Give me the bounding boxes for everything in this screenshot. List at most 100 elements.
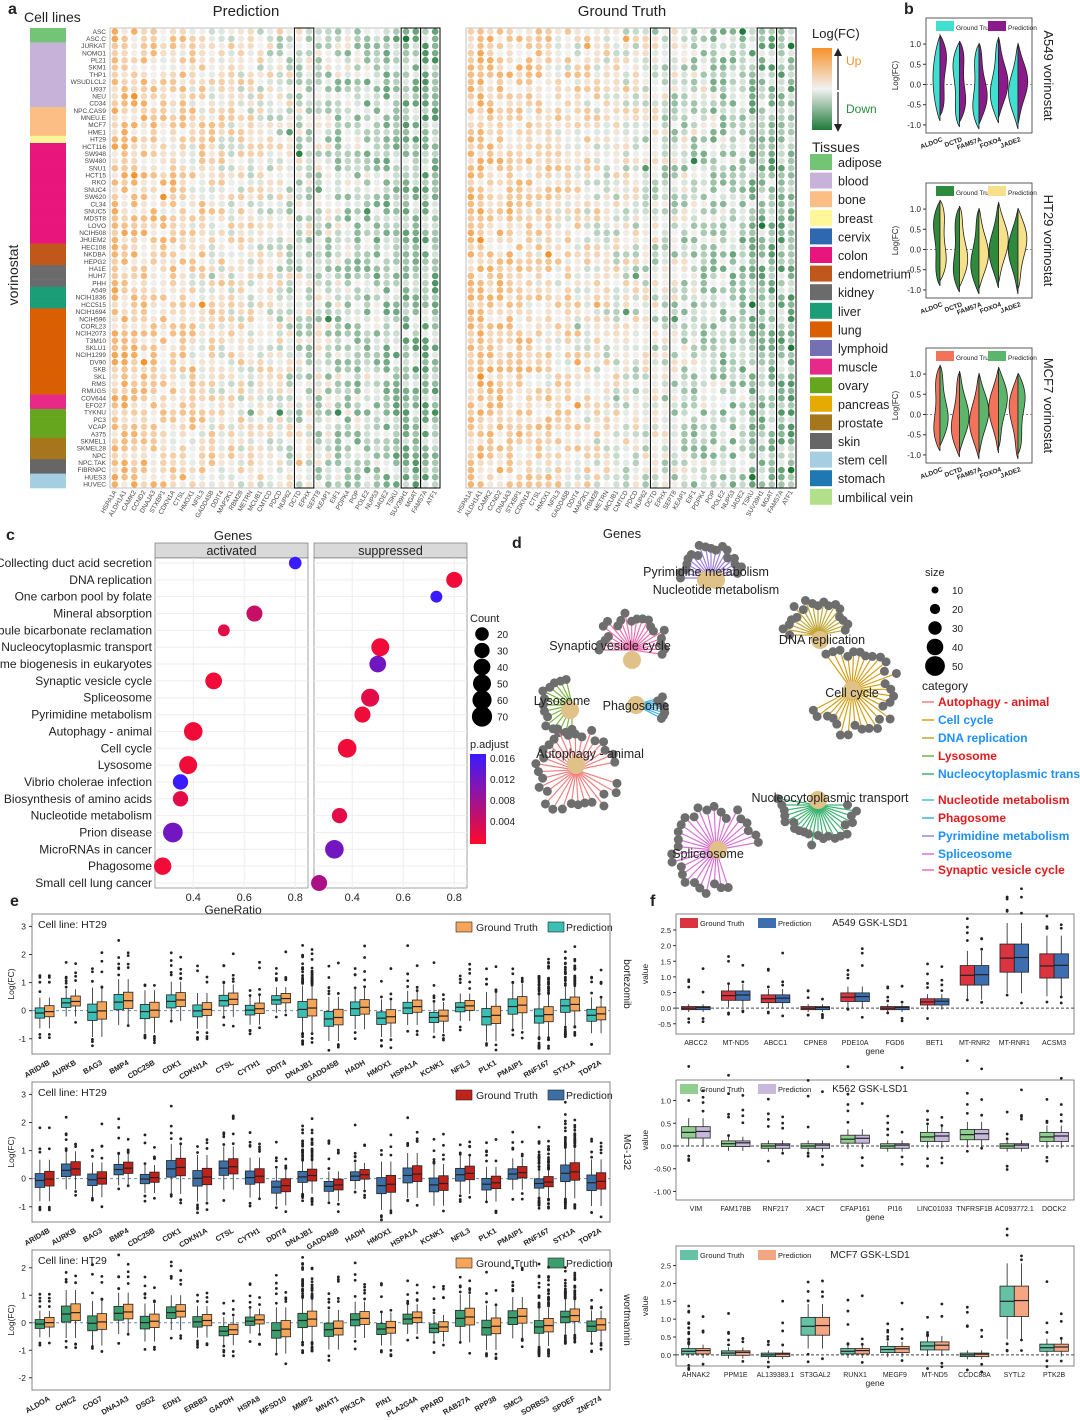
- heatmap-dot: [354, 42, 361, 50]
- heatmap-dot: [554, 437, 562, 445]
- heatmap-dot: [247, 466, 255, 474]
- heatmap-dot: [729, 172, 737, 179]
- heatmap-dot: [402, 437, 410, 445]
- heatmap-dot: [651, 236, 659, 244]
- heatmap-dot: [758, 57, 766, 64]
- heatmap-dot: [266, 315, 274, 323]
- heatmap-dot: [431, 330, 439, 337]
- heatmap-dot: [622, 272, 630, 280]
- tissue-bar-segment: [30, 99, 66, 108]
- cell-line-label: NCIH596: [79, 316, 106, 323]
- heatmap-dot: [564, 64, 572, 71]
- heatmap-dot: [749, 287, 756, 294]
- count-legend-dot: [472, 690, 492, 710]
- heatmap-dot: [564, 322, 572, 330]
- heatmap-dot: [671, 128, 678, 136]
- heatmap-dot: [237, 243, 245, 251]
- heatmap-dot: [140, 71, 148, 79]
- heatmap-dot: [584, 222, 591, 229]
- heatmap-dot: [739, 430, 746, 438]
- heatmap-dot: [111, 258, 119, 265]
- heatmap-dot: [554, 358, 562, 366]
- heatmap-dot: [564, 344, 572, 352]
- heatmap-dot: [729, 179, 737, 186]
- heatmap-dot: [334, 222, 342, 229]
- heatmap-dot: [516, 265, 523, 273]
- tissue-legend-label: prostate: [838, 416, 883, 430]
- heatmap-dot: [354, 251, 361, 258]
- heatmap-dot: [690, 92, 698, 100]
- heatmap-dot: [383, 430, 390, 438]
- heatmap-dot: [121, 481, 128, 488]
- heatmap-dot: [257, 380, 264, 388]
- heatmap-dot: [574, 380, 581, 388]
- heatmap-dot: [467, 294, 475, 301]
- heatmap-dot: [467, 157, 475, 165]
- heatmap-dot: [218, 150, 225, 158]
- heatmap-dot: [150, 172, 157, 179]
- heatmap-dot: [739, 49, 746, 57]
- heatmap-dot: [334, 459, 342, 467]
- heatmap-dot: [642, 387, 649, 395]
- heatmap-dot: [257, 114, 264, 122]
- heatmap-dot: [422, 28, 429, 35]
- heatmap-dot: [393, 42, 400, 50]
- heatmap-dot: [768, 287, 776, 294]
- heatmap-dot: [325, 279, 332, 287]
- heatmap-dot: [276, 437, 284, 445]
- count-legend-label: 40: [497, 663, 509, 674]
- heatmap-dot: [729, 322, 737, 330]
- heatmap-dot: [661, 452, 669, 459]
- heatmap-dot: [257, 179, 264, 186]
- heatmap-dot: [276, 481, 284, 488]
- heatmap-dot: [354, 366, 361, 373]
- heatmap-dot: [622, 366, 630, 373]
- heatmap-dot: [412, 243, 420, 251]
- heatmap-dot: [719, 452, 727, 459]
- heatmap-dot: [402, 258, 410, 265]
- heatmap-dot: [632, 78, 640, 86]
- cell-line-label: NEU: [92, 93, 106, 100]
- heatmap-dot: [778, 28, 785, 35]
- heatmap-dot: [681, 380, 688, 388]
- heatmap-dot: [266, 272, 274, 280]
- heatmap-dot: [305, 459, 313, 467]
- heatmap-dot: [516, 437, 523, 445]
- heatmap-dot: [208, 437, 216, 445]
- heatmap-dot: [710, 207, 717, 215]
- heatmap-dot: [286, 380, 293, 388]
- tissue-legend-label: endometrium: [838, 268, 911, 282]
- heatmap-dot: [477, 28, 484, 35]
- heatmap-dot: [749, 179, 756, 186]
- heatmap-dot: [160, 279, 167, 287]
- heatmap-dot: [613, 207, 620, 215]
- heatmap-dot: [198, 430, 206, 438]
- heatmap-dot: [179, 380, 187, 388]
- heatmap-dot: [486, 416, 494, 424]
- heatmap-dot: [150, 322, 157, 330]
- heatmap-dot: [247, 85, 255, 93]
- heatmap-dot: [189, 71, 196, 79]
- heatmap-dot: [467, 409, 475, 416]
- network-edge: [817, 608, 841, 636]
- heatmap-dot: [315, 430, 322, 438]
- heatmap-dot: [787, 222, 795, 229]
- heatmap-dot: [344, 114, 352, 122]
- heatmap-dot: [729, 287, 737, 294]
- heatmap-dot: [613, 344, 620, 352]
- heatmap-dot: [584, 207, 591, 215]
- heatmap-dot: [325, 172, 332, 179]
- heatmap-dot: [564, 215, 572, 222]
- heatmap-dot: [603, 28, 611, 35]
- heatmap-dot: [276, 387, 284, 395]
- heatmap-dot: [198, 373, 206, 380]
- heatmap-dot: [325, 466, 332, 474]
- heatmap-dot: [150, 207, 157, 215]
- heatmap-dot: [516, 366, 523, 373]
- heatmap-dot: [719, 358, 727, 366]
- heatmap-dot: [525, 387, 533, 395]
- heatmap-dot: [169, 358, 177, 366]
- heatmap-dot: [603, 164, 611, 172]
- heatmap-dot: [402, 92, 410, 100]
- heatmap-dot: [150, 423, 157, 431]
